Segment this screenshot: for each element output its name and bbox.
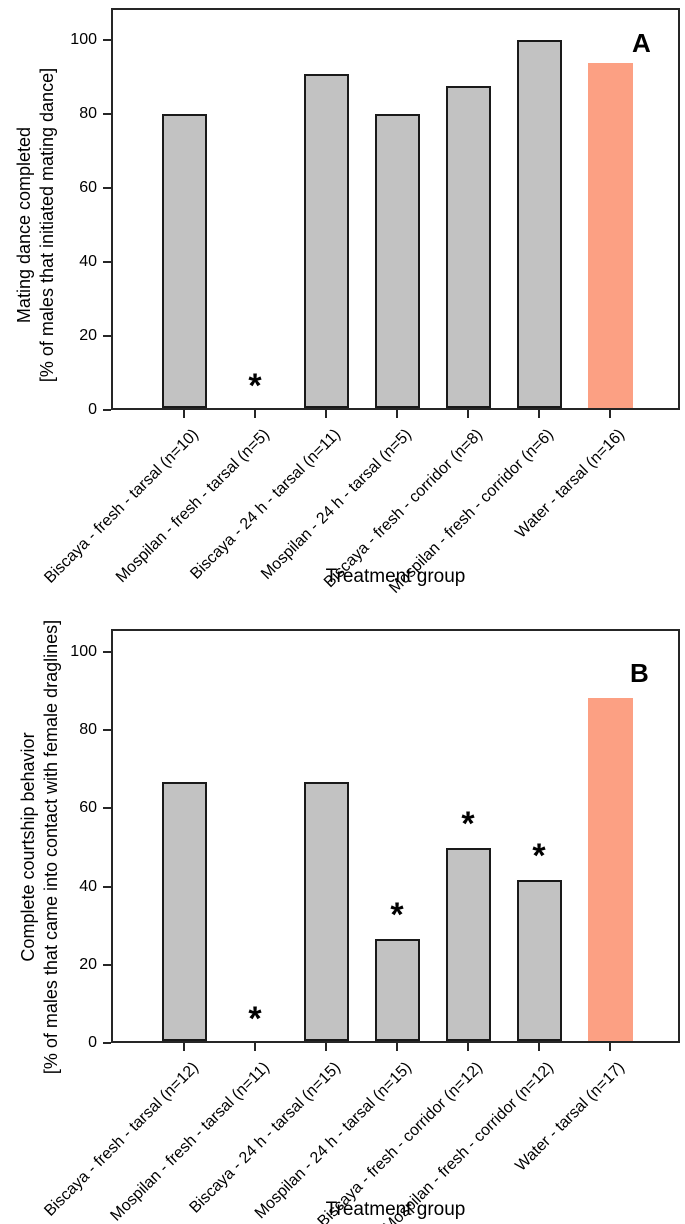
y-tick-label: 20 [79,955,97,973]
y-axis-title-line1: Complete courtship behavior [18,732,38,962]
y-tick-label: 80 [79,721,97,739]
panel-label: A [632,28,651,58]
x-axis-tick [183,410,185,418]
y-axis-tick [103,113,111,115]
y-axis-tick [103,187,111,189]
x-axis-title: Treatment group [325,566,466,587]
bar [445,847,491,1041]
x-axis-tick [467,410,469,418]
x-axis-tick [467,1043,469,1051]
significance-marker: * [461,804,475,843]
bar [587,698,633,1041]
x-axis-title: Treatment group [325,1199,466,1220]
x-axis-tick [609,1043,611,1051]
y-tick-label: 100 [70,31,97,48]
y-tick-label: 40 [79,877,97,895]
y-axis-tick [103,1042,111,1044]
y-axis-title: Mating dance completed [% of males that i… [13,68,59,382]
significance-marker: * [532,836,546,875]
bar [161,782,207,1041]
bar [445,86,491,408]
significance-marker: * [248,367,262,405]
x-axis-tick [254,1043,256,1051]
y-axis-tick [103,39,111,41]
bar [374,938,420,1041]
bar [516,40,562,408]
x-axis-tick [396,410,398,418]
y-tick-label: 100 [70,643,97,660]
y-axis-tick [103,963,111,966]
y-axis-tick [103,261,111,263]
bar [303,73,349,408]
bar [587,62,633,408]
y-axis-tick [103,885,111,888]
y-axis-title-line2: [% of males that initiated mating dance] [37,67,57,383]
y-axis-tick [103,409,111,411]
x-axis-tick [254,410,256,418]
y-tick-label: 60 [79,799,97,817]
y-axis-tick [103,335,111,337]
y-axis-title-line1: Mating dance completed [14,126,34,324]
bar [374,114,420,408]
y-tick-label: 20 [79,327,97,344]
x-axis-tick [538,410,540,418]
x-axis-tick [183,1043,185,1051]
x-axis-tick [325,1043,327,1051]
y-tick-label: 80 [79,105,97,122]
y-axis-tick [103,651,111,653]
y-axis-tick [103,729,111,732]
y-axis-title: Complete courtship behavior [% of males t… [17,620,63,1074]
y-axis-tick [103,807,111,810]
panel-label: B [630,658,649,688]
y-axis-title-line2: [% of males that came into contact with … [41,619,61,1075]
y-tick-label: 40 [79,253,97,270]
y-tick-label: 0 [88,1034,97,1051]
x-axis-tick [325,410,327,418]
bar [516,879,562,1041]
x-axis-tick [396,1043,398,1051]
bar [161,114,207,408]
x-axis-tick [609,410,611,418]
y-tick-label: 60 [79,179,97,196]
significance-marker: * [248,1000,262,1038]
significance-marker: * [390,895,404,934]
x-axis-tick [538,1043,540,1051]
bar [303,782,349,1041]
y-tick-label: 0 [88,401,97,418]
